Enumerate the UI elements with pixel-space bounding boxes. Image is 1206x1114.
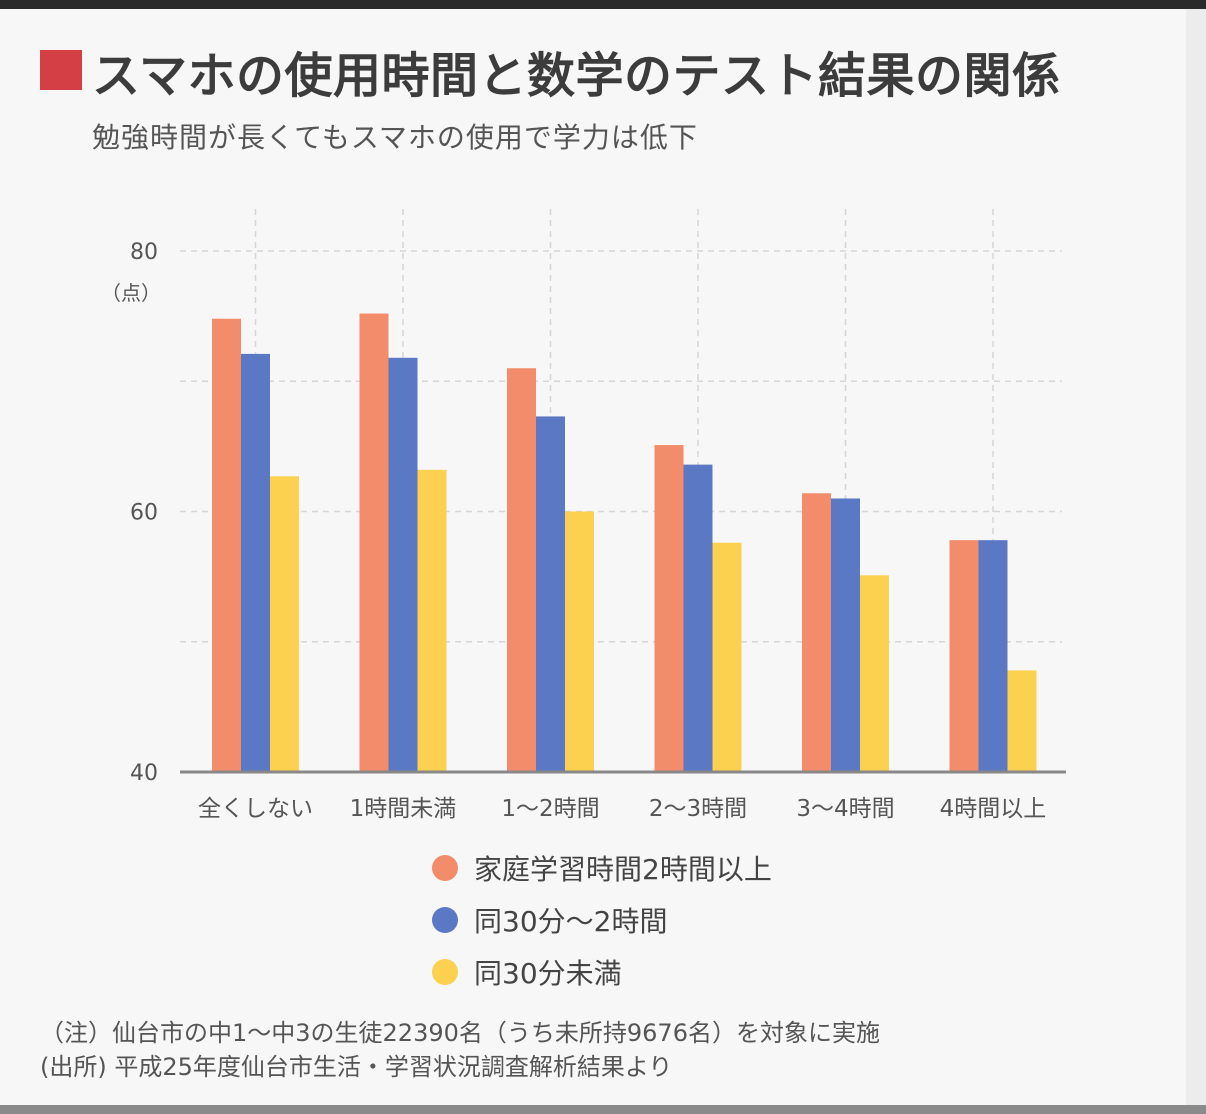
legend-label: 同30分～2時間 xyxy=(474,905,668,938)
x-tick-label: 1時間未満 xyxy=(350,796,457,822)
chart-grid xyxy=(180,209,1062,772)
legend-label: 同30分未満 xyxy=(474,957,622,990)
legend-label: 家庭学習時間2時間以上 xyxy=(474,853,772,886)
bar-2-2 xyxy=(388,357,418,772)
legend-dot-icon xyxy=(432,907,458,933)
top-border xyxy=(0,0,1206,9)
bar-6-3 xyxy=(1007,670,1037,772)
bar-4-1 xyxy=(654,445,684,772)
legend: 家庭学習時間2時間以上 同30分～2時間 同30分未満 xyxy=(432,842,772,998)
legend-dot-icon xyxy=(432,855,458,881)
bottom-border xyxy=(0,1105,1206,1114)
legend-item-series-2: 同30分～2時間 xyxy=(432,894,772,946)
chart-subtitle: 勉強時間が長くてもスマホの使用で学力は低下 xyxy=(92,121,698,154)
y-tick-label: 40 xyxy=(130,761,158,786)
chart-axes: 40 60 80 （点） 全くしない 1時間未満 1～2時間 2～3時間 3～4時間 4時間以上 xyxy=(101,240,1066,822)
bar-3-2 xyxy=(536,416,565,772)
y-axis-unit-label: （点） xyxy=(101,281,161,305)
legend-item-series-1: 家庭学習時間2時間以上 xyxy=(432,842,772,894)
bar-5-3 xyxy=(860,575,889,772)
source-note: (出所) 平成25年度仙台市生活・学習状況調査解析結果より xyxy=(40,1053,673,1081)
survey-note: （注）仙台市の中1～中3の生徒22390名（うち未所持9676名）を対象に実施 xyxy=(40,1019,880,1047)
bar-1-1 xyxy=(212,318,241,772)
bar-chart: 40 60 80 （点） 全くしない 1時間未満 1～2時間 2～3時間 3～4時間 4時間以上 xyxy=(101,209,1066,822)
footnotes: （注）仙台市の中1～中3の生徒22390名（うち未所持9676名）を対象に実施 … xyxy=(40,1016,880,1084)
bar-6-2 xyxy=(978,540,1008,772)
title-marker xyxy=(40,50,82,90)
bar-3-3 xyxy=(565,511,594,772)
bar-1-3 xyxy=(270,476,299,772)
bar-3-1 xyxy=(507,368,536,772)
legend-dot-icon xyxy=(432,959,458,985)
bar-4-3 xyxy=(712,542,742,772)
x-tick-label: 4時間以上 xyxy=(940,796,1047,822)
bar-6-1 xyxy=(949,540,979,772)
bar-5-2 xyxy=(831,498,860,772)
bar-4-2 xyxy=(683,464,713,772)
chart-title: スマホの使用時間と数学のテスト結果の関係 xyxy=(92,48,1061,104)
x-tick-label: 全くしない xyxy=(198,796,313,822)
y-tick-label: 80 xyxy=(130,240,158,265)
bar-1-2 xyxy=(241,353,270,772)
x-tick-label: 1～2時間 xyxy=(501,796,599,822)
bar-5-1 xyxy=(802,493,831,772)
x-tick-label: 3～4時間 xyxy=(796,796,894,822)
y-tick-label: 60 xyxy=(130,501,158,526)
bar-2-3 xyxy=(417,469,447,772)
right-margin xyxy=(1186,9,1206,1105)
legend-item-series-3: 同30分未満 xyxy=(432,946,772,998)
bar-2-1 xyxy=(359,313,389,772)
x-tick-label: 2～3時間 xyxy=(649,796,747,822)
chart-bars xyxy=(212,313,1037,772)
